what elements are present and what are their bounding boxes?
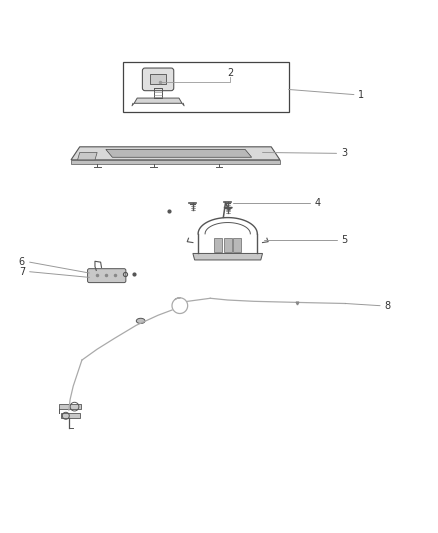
FancyBboxPatch shape — [142, 68, 174, 91]
Text: 4: 4 — [315, 198, 321, 208]
Polygon shape — [224, 238, 232, 252]
Bar — [123, 62, 289, 112]
Text: 7: 7 — [19, 266, 25, 277]
FancyBboxPatch shape — [88, 269, 126, 282]
Text: 3: 3 — [341, 148, 347, 158]
Bar — [150, 74, 166, 84]
Polygon shape — [106, 149, 252, 157]
Polygon shape — [78, 152, 97, 160]
Polygon shape — [59, 405, 81, 409]
Text: 5: 5 — [341, 236, 347, 245]
Text: 2: 2 — [227, 68, 233, 78]
Text: 8: 8 — [385, 301, 391, 311]
Polygon shape — [71, 147, 280, 160]
Polygon shape — [214, 238, 222, 252]
Polygon shape — [193, 254, 262, 260]
Polygon shape — [134, 98, 182, 103]
Text: 1: 1 — [358, 90, 364, 100]
Ellipse shape — [136, 318, 145, 324]
Polygon shape — [60, 413, 80, 418]
Polygon shape — [233, 238, 241, 252]
Text: 6: 6 — [19, 257, 25, 267]
Polygon shape — [71, 160, 280, 164]
